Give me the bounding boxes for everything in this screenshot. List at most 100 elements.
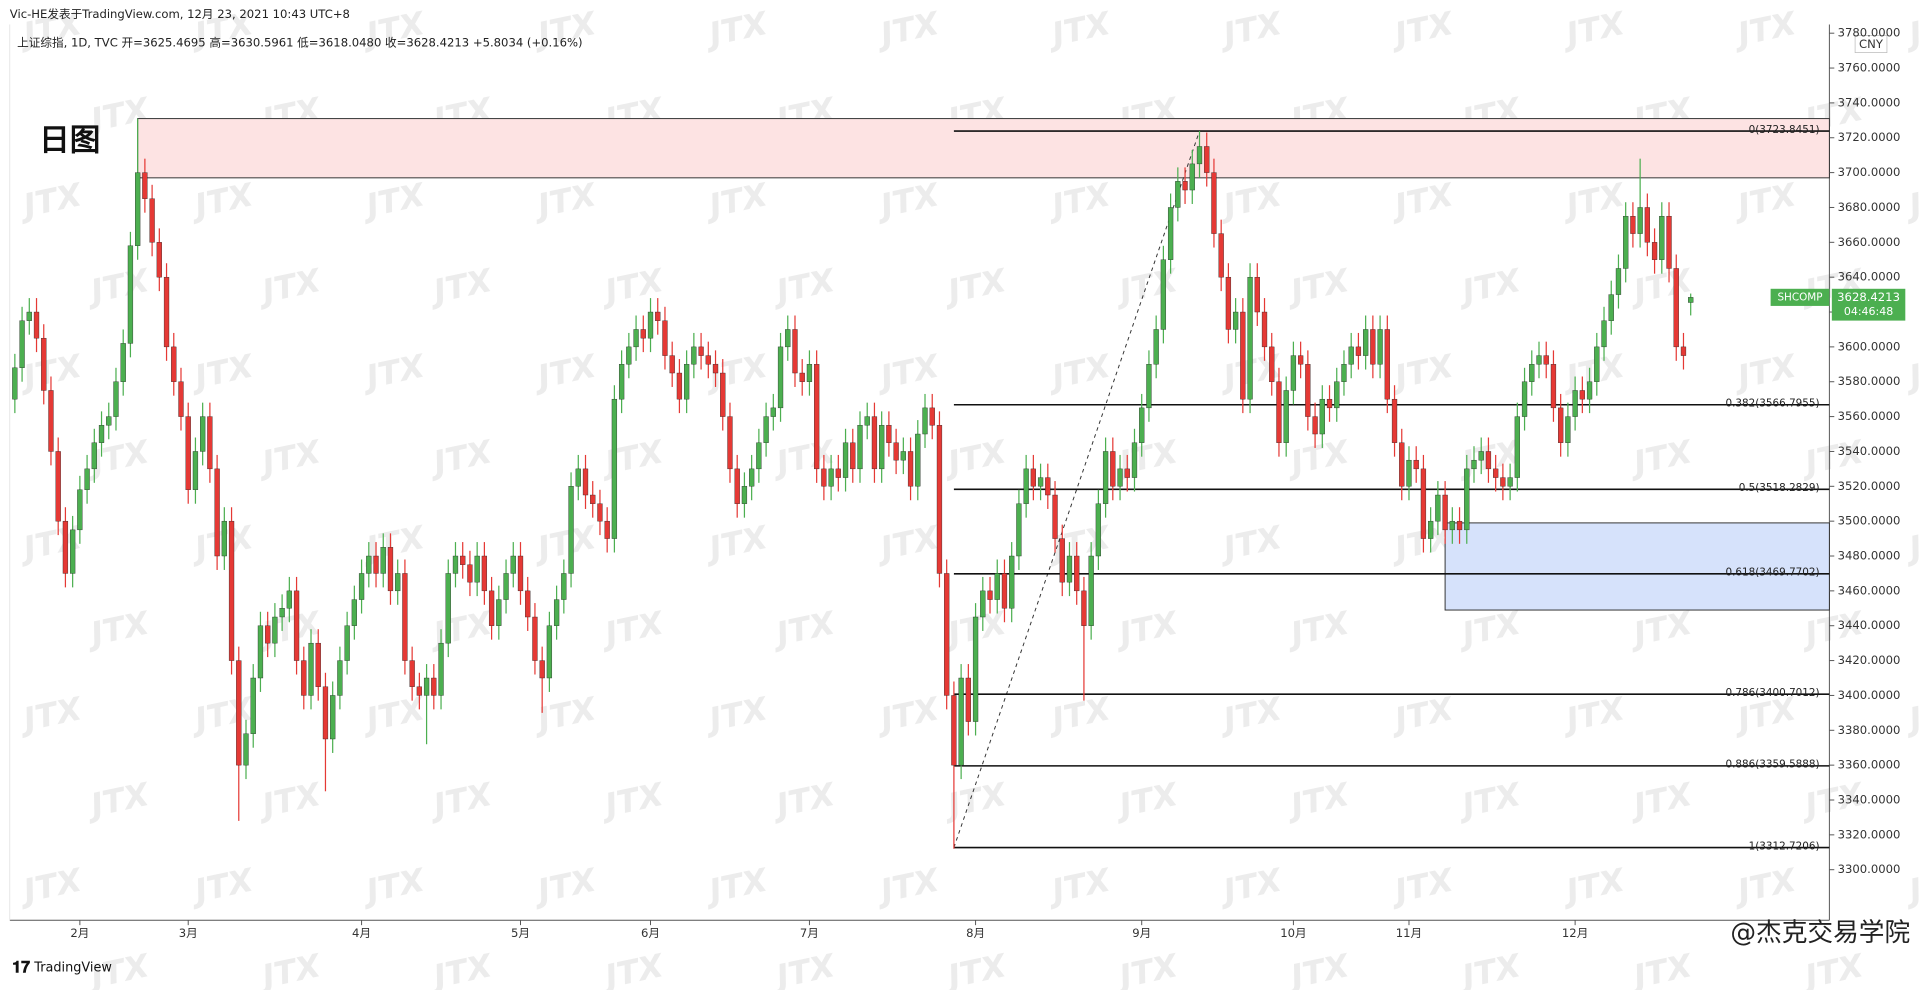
candle-body xyxy=(546,625,553,679)
candle-body xyxy=(1016,503,1022,557)
candle-body xyxy=(1247,276,1253,400)
candle-body xyxy=(221,520,227,557)
candle-body xyxy=(929,407,935,426)
candle-body xyxy=(1218,233,1224,278)
x-tick-label: 10月 xyxy=(1280,926,1306,940)
candle-body xyxy=(1680,346,1687,356)
candle-body xyxy=(821,468,827,487)
x-tick-label: 6月 xyxy=(641,926,660,940)
candle-body xyxy=(749,468,755,487)
candle-body xyxy=(1066,555,1073,583)
candle-body xyxy=(907,451,914,487)
candle-body xyxy=(178,381,184,417)
x-tick-label: 12月 xyxy=(1562,926,1588,940)
candle-body xyxy=(1363,329,1369,356)
candle-body xyxy=(741,486,748,504)
candle-body xyxy=(1232,311,1239,330)
candle-body xyxy=(1326,398,1333,409)
y-tick-label: 3520.0000 xyxy=(1838,479,1901,493)
candle-body xyxy=(1095,503,1102,557)
candle-body xyxy=(879,425,885,470)
candle-body xyxy=(958,677,964,766)
candle-body xyxy=(517,555,524,592)
candle-body xyxy=(236,660,242,766)
candle-body xyxy=(380,547,386,574)
candle-body xyxy=(1102,451,1109,504)
candle-body xyxy=(474,555,480,583)
candle-body xyxy=(84,468,90,490)
price-tag-box xyxy=(1831,288,1906,321)
candle-body xyxy=(575,468,581,487)
currency: CNY xyxy=(1859,37,1884,51)
price-tag-countdown: 04:46:48 xyxy=(1844,305,1893,318)
y-tick-label: 3540.0000 xyxy=(1838,444,1901,458)
candle-body xyxy=(676,372,683,400)
candle-body xyxy=(1110,451,1116,487)
y-tick-label: 3560.0000 xyxy=(1838,409,1901,423)
candle-body xyxy=(423,677,430,696)
candle-body xyxy=(373,555,379,574)
candle-body xyxy=(351,599,357,626)
candle-body xyxy=(315,642,321,687)
candle-body xyxy=(445,573,451,644)
candle-body xyxy=(1420,468,1427,539)
candle-body xyxy=(893,442,899,461)
y-tick-label: 3720.0000 xyxy=(1838,130,1901,144)
candle-body xyxy=(720,372,726,417)
candle-body xyxy=(1623,215,1629,269)
candle-body xyxy=(402,573,408,661)
y-tick-label: 3740.0000 xyxy=(1838,95,1901,109)
candle-body xyxy=(496,599,502,626)
candle-body xyxy=(1312,416,1318,435)
candle-body xyxy=(1341,364,1347,382)
candle-body xyxy=(416,686,422,696)
candle-body xyxy=(864,416,870,426)
candle-body xyxy=(1521,381,1528,417)
candle-body xyxy=(55,451,61,522)
candle-body xyxy=(98,425,105,443)
candle-body xyxy=(1139,407,1145,443)
candle-body xyxy=(286,590,292,609)
candle-body xyxy=(705,355,711,365)
candle-body xyxy=(1088,555,1094,626)
candle-body xyxy=(850,442,856,470)
candle-body xyxy=(1196,146,1203,165)
candle-body xyxy=(1001,573,1008,609)
candle-body xyxy=(1456,520,1463,531)
candle-body xyxy=(1500,477,1506,487)
y-tick-label: 3300.0000 xyxy=(1838,862,1901,876)
fib-label: 1(3312.7206) xyxy=(1749,840,1820,852)
y-tick-label: 3680.0000 xyxy=(1838,200,1901,214)
y-tick-label: 3600.0000 xyxy=(1838,339,1901,353)
candle-body xyxy=(41,337,47,391)
candle-body xyxy=(712,364,719,374)
candle-body xyxy=(799,372,805,382)
candle-body xyxy=(344,625,350,661)
candle-body xyxy=(647,311,654,339)
y-tick-label: 3320.0000 xyxy=(1838,827,1901,841)
candle-body xyxy=(1586,381,1593,400)
candle-body xyxy=(1428,520,1434,539)
candle-body xyxy=(871,416,878,470)
candle-body xyxy=(409,660,415,687)
candle-body xyxy=(1384,329,1390,400)
price-tag-value: 3628.4213 xyxy=(1837,290,1900,304)
y-tick-label: 3700.0000 xyxy=(1838,165,1901,179)
x-tick-label: 2月 xyxy=(70,926,89,940)
fib-trend xyxy=(953,130,1200,848)
candle-body xyxy=(662,320,668,356)
candle-body xyxy=(1030,468,1036,487)
zone xyxy=(1444,522,1830,611)
candle-body xyxy=(777,346,784,409)
candle-body xyxy=(936,425,943,574)
candle-body xyxy=(127,245,134,344)
y-tick-label: 3480.0000 xyxy=(1838,549,1901,563)
candle-body xyxy=(1399,442,1405,487)
candle-body xyxy=(366,555,372,574)
candle-body xyxy=(1240,311,1246,400)
candle-body xyxy=(510,555,516,574)
candle-body xyxy=(835,468,841,478)
candle-body xyxy=(171,346,177,382)
candle-body xyxy=(842,442,849,478)
